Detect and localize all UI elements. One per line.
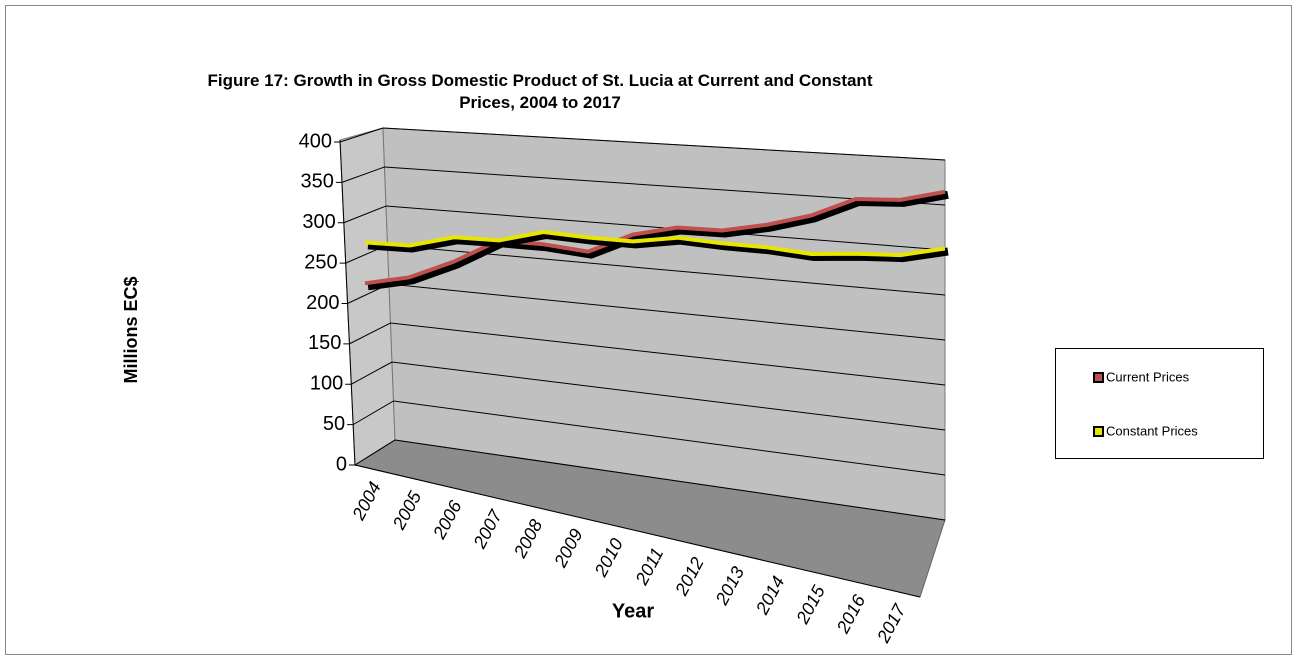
y-tick-label: 200 bbox=[306, 292, 339, 314]
x-axis-label: Year bbox=[612, 600, 654, 622]
y-tick-label: 250 bbox=[304, 251, 337, 273]
grid-line bbox=[349, 322, 946, 386]
legend-label: Current Prices bbox=[1106, 369, 1190, 384]
y-tick-label: 50 bbox=[323, 413, 345, 435]
grid-line bbox=[339, 127, 946, 161]
legend-swatch bbox=[1093, 426, 1104, 437]
legend-label: Constant Prices bbox=[1106, 423, 1198, 438]
series-shadow bbox=[367, 190, 949, 291]
series-line bbox=[364, 189, 946, 286]
y-axis bbox=[339, 139, 356, 466]
grid-line bbox=[341, 166, 946, 206]
grid-line bbox=[354, 439, 946, 521]
chart-title: Figure 17: Growth in Gross Domestic Prod… bbox=[207, 71, 873, 112]
y-tick-label: 100 bbox=[310, 373, 343, 395]
y-tick-label: 300 bbox=[302, 211, 335, 233]
y-tick-label: 150 bbox=[308, 332, 341, 354]
y-tick-label: 350 bbox=[301, 171, 334, 193]
grid-line bbox=[352, 400, 946, 476]
x-axis bbox=[354, 464, 921, 598]
grid-line bbox=[343, 205, 946, 251]
y-tick-label: 0 bbox=[336, 453, 347, 475]
legend-swatch bbox=[1093, 372, 1104, 383]
grid-line bbox=[351, 361, 946, 431]
legend-box bbox=[1055, 348, 1264, 459]
y-tick-label: 400 bbox=[299, 130, 332, 152]
y-axis-label: Millions EC$ bbox=[121, 276, 141, 383]
series-line bbox=[364, 230, 946, 258]
series-shadow bbox=[367, 231, 949, 263]
